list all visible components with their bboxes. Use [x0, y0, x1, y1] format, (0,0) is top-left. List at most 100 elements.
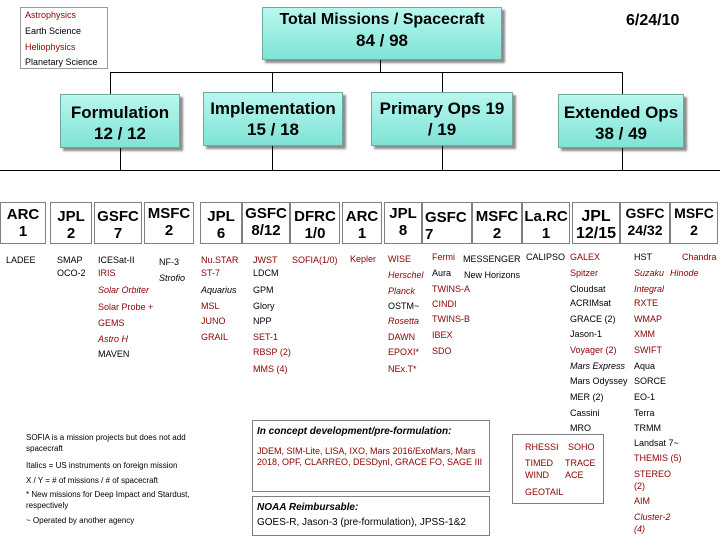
primary-arc-count: 1 [357, 225, 367, 242]
mission-suzaku: Suzaku [634, 268, 665, 278]
mission-new-horizons: New Horizons [464, 270, 521, 280]
extended-gsfc-count: 24/32 [627, 222, 663, 238]
formulation-gsfc-count: 7 [113, 225, 123, 242]
formulation-gsfc-name: GSFC [97, 208, 139, 225]
mission-cindi: CINDI [432, 299, 457, 309]
mission-mars-express: Mars Express [570, 361, 626, 371]
extended-ops-box: Extended Ops 38 / 49 [558, 94, 684, 148]
formulation-jpl-name: JPL [57, 208, 85, 225]
note-sofia: SOFIA is a mission projects but does not… [26, 433, 186, 453]
mission-cloudsat: Cloudsat [570, 284, 606, 294]
formulation-arc-box: ARC 1 [0, 202, 46, 244]
mission-cluster: Cluster-2 [634, 512, 671, 522]
mission-gpm: GPM [253, 285, 274, 295]
note-italics: Italics = US instruments on foreign miss… [26, 461, 178, 470]
mission-eo1: EO-1 [634, 392, 656, 402]
mission-wise: WISE [388, 254, 412, 264]
mission-messenger: MESSENGER [463, 254, 521, 264]
formulation-box: Formulation 12 / 12 [60, 94, 180, 148]
primary-jpl-count: 8 [398, 222, 408, 239]
primary-msfc-box: MSFC 2 [472, 202, 522, 244]
mission-twins-a: TWINS-A [432, 284, 470, 294]
mission-strofio: Strofio [159, 273, 186, 283]
noaa-reimbursable-panel: NOAA Reimbursable: GOES-R, Jason-3 (pre-… [252, 496, 490, 536]
implementation-gsfc-count: 8/12 [251, 222, 281, 239]
mission-aquarius: Aquarius [201, 285, 237, 295]
mission-fermi: Fermi [432, 252, 455, 262]
mission-msl: MSL [201, 301, 220, 311]
legend-box [20, 7, 108, 69]
mission-galex: GALEX [570, 252, 601, 262]
mission-twins-b: TWINS-B [432, 314, 470, 324]
mission-themis: THEMIS (5) [634, 453, 682, 463]
report-date: 6/24/10 [626, 12, 680, 29]
mission-herschel: Herschel [388, 270, 424, 280]
mission-rxte: RXTE [634, 298, 659, 308]
mission-hinode: Hinode [670, 268, 699, 278]
connector-extended [622, 72, 623, 94]
legend-item-heliophysics: Heliophysics [25, 42, 76, 52]
primary-jpl-box: JPL 8 [384, 202, 422, 244]
legend-item-astrophysics: Astrophysics [25, 10, 77, 20]
extended-gsfc-name: GSFC [625, 205, 665, 221]
concept-development-panel: In concept development/pre-formulation: … [252, 420, 490, 492]
noaa-reimbursable-list: GOES-R, Jason-3 (pre-formulation), JPSS-… [257, 517, 466, 528]
mission-oco2: OCO-2 [57, 268, 86, 278]
implementation-jpl-count: 6 [216, 225, 226, 242]
mission-sdo: SDO [432, 346, 452, 356]
mission-voyager: Voyager (2) [570, 345, 617, 355]
primary-gsfc-box: GSFC 7 [422, 202, 472, 244]
mission-icesat2: ICESat-II [98, 255, 135, 265]
mission-terra: Terra [634, 408, 655, 418]
primary-ops-label: Primary Ops 19 [379, 99, 505, 118]
mission-st7: ST-7 [201, 268, 221, 278]
mission-jason1: Jason-1 [570, 329, 603, 339]
mission-ibex: IBEX [432, 330, 453, 340]
connector-formulation [110, 72, 111, 94]
primary-ops-box: Primary Ops 19 / 19 [371, 92, 513, 146]
connector-root [380, 60, 381, 72]
center-row-line [0, 170, 720, 171]
total-missions-title: Total Missions / Spacecraft [279, 11, 485, 28]
mission-stereo-count: (2) [634, 481, 645, 491]
connector-extended-down [622, 148, 623, 170]
primary-gsfc-name: GSFC 7 [425, 209, 467, 243]
mission-hst: HST [634, 252, 652, 262]
mission-iris: IRIS [98, 268, 116, 278]
mission-smap: SMAP [57, 255, 83, 265]
mission-ostm: OSTM~ [388, 301, 420, 311]
connector-implementation-down [272, 146, 273, 170]
mission-stereo: STEREO [634, 469, 672, 479]
total-missions-box: Total Missions / Spacecraft 84 / 98 [262, 7, 502, 60]
formulation-arc-name: ARC [6, 206, 40, 223]
note-xy: X / Y = # of missions / # of spacecraft [26, 476, 158, 485]
mission-rhessi: RHESSI [525, 442, 559, 452]
note-other-agency: ~ Operated by another agency [26, 516, 135, 525]
connector-implementation [272, 72, 273, 92]
formulation-jpl-count: 2 [66, 225, 76, 242]
mission-mro: MRO [570, 423, 591, 433]
mission-planck: Planck [388, 286, 416, 296]
note-new-missions: * New missions for Deep Impact and Stard… [26, 490, 190, 510]
implementation-box: Implementation 15 / 18 [203, 92, 343, 146]
primary-msfc-name: MSFC [475, 208, 519, 225]
mission-mars-odyssey: Mars Odyssey [570, 376, 628, 386]
mission-aura: Aura [432, 268, 452, 278]
extended-msfc-name: MSFC [674, 205, 714, 221]
mission-wmap: WMAP [634, 314, 662, 324]
extended-jpl-name: JPL [581, 208, 611, 225]
implementation-jpl-name: JPL [207, 208, 235, 225]
mission-ace: ACE [565, 470, 584, 480]
implementation-dfrc-box: DFRC 1/0 [290, 202, 340, 244]
mission-sorce: SORCE [634, 376, 667, 386]
mission-sofia: SOFIA(1/0) [292, 255, 338, 265]
mission-cassini: Cassini [570, 408, 600, 418]
connector-horizontal [110, 72, 622, 73]
primary-arc-box: ARC 1 [342, 202, 382, 244]
mission-soho: SOHO [568, 442, 595, 452]
extended-jpl-count: 12/15 [575, 225, 617, 242]
implementation-count: 15 / 18 [247, 120, 299, 139]
mission-solar-probe: Solar Probe + [98, 302, 154, 312]
connector-primary-down [442, 146, 443, 170]
extended-ops-count: 38 / 49 [595, 124, 647, 143]
